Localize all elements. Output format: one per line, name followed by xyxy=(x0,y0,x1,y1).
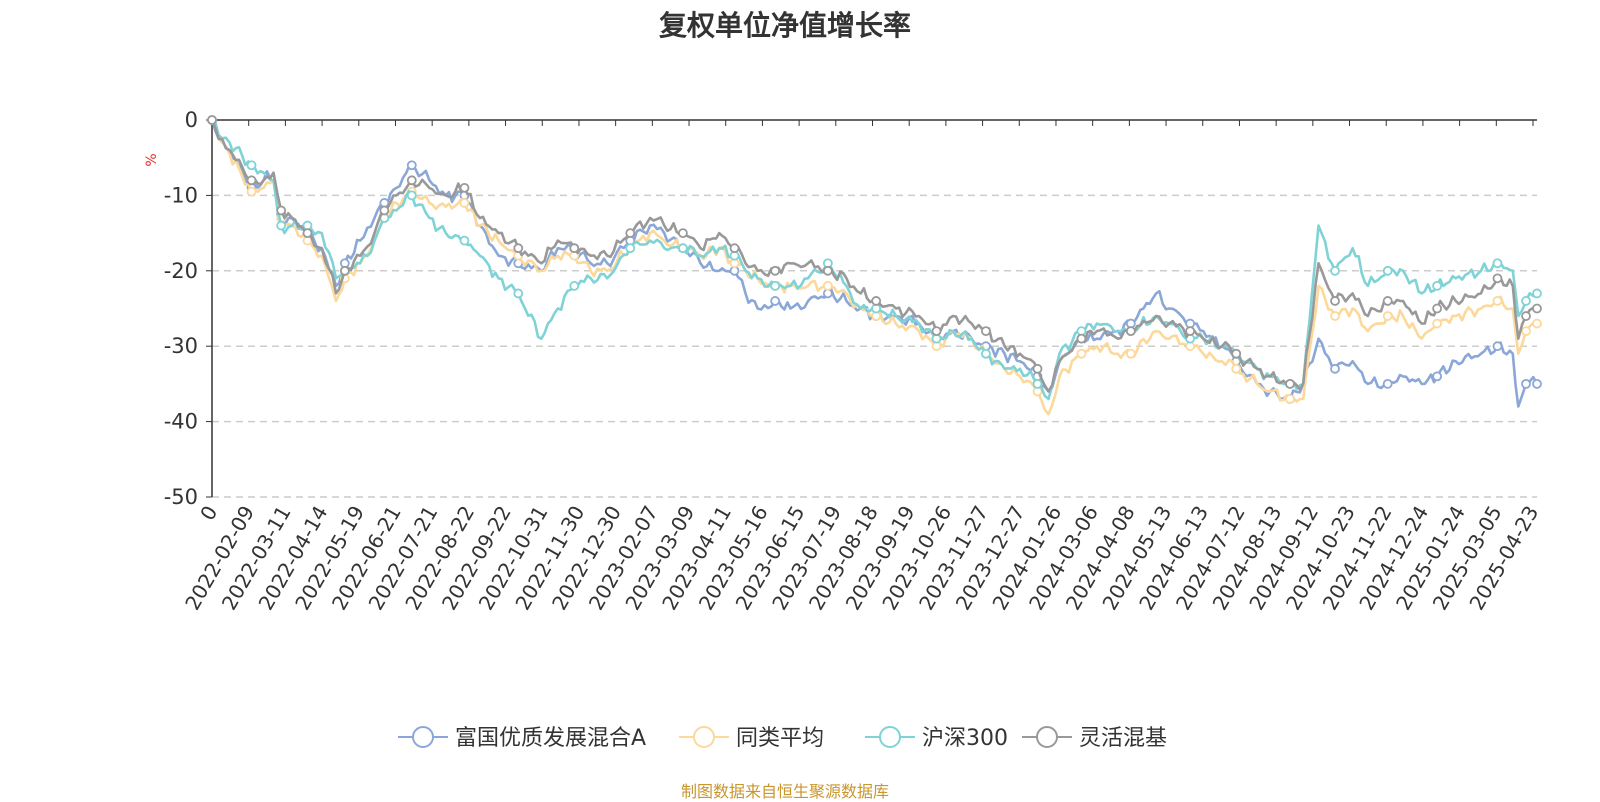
data-point xyxy=(770,296,781,306)
data-point xyxy=(625,228,636,239)
y-axis-label: % xyxy=(144,153,160,166)
data-point xyxy=(513,288,524,299)
data-point xyxy=(770,265,781,276)
data-point xyxy=(406,160,417,171)
data-point xyxy=(1382,378,1393,389)
data-point xyxy=(981,348,991,359)
y-tick-label: -40 xyxy=(164,410,198,434)
data-point xyxy=(871,296,882,306)
y-tick-label: -30 xyxy=(164,334,198,358)
data-point xyxy=(1492,296,1503,306)
data-point xyxy=(822,265,833,276)
data-point xyxy=(1032,363,1043,374)
data-point xyxy=(207,115,217,125)
data-point xyxy=(569,280,580,291)
data-point xyxy=(246,175,257,186)
data-point xyxy=(1432,303,1443,314)
data-point xyxy=(1492,258,1503,269)
data-point xyxy=(1330,265,1340,276)
legend-circle-marker xyxy=(693,726,715,748)
data-point xyxy=(1432,318,1443,329)
y-tick-label: -50 xyxy=(164,485,198,509)
data-point xyxy=(1521,296,1531,306)
data-point xyxy=(678,243,688,254)
legend-label: 沪深300 xyxy=(922,726,1008,751)
data-point xyxy=(459,235,470,246)
data-point xyxy=(1432,371,1443,382)
data-point xyxy=(1076,333,1087,344)
data-point xyxy=(513,243,524,254)
y-tick-label: 0 xyxy=(185,108,198,132)
legend-circle-marker xyxy=(412,726,434,748)
data-point xyxy=(246,160,257,171)
data-point xyxy=(729,243,740,254)
data-point xyxy=(1231,348,1242,359)
y-tick-label: -10 xyxy=(164,183,198,207)
data-point xyxy=(1532,303,1542,314)
data-point xyxy=(1492,341,1503,352)
data-point xyxy=(1532,378,1542,389)
data-point xyxy=(678,228,688,239)
data-point xyxy=(1532,288,1542,299)
legend: 富国优质发展混合A 同类平均 沪深300 灵活混基 xyxy=(398,726,1167,751)
x-tick-label: 0 xyxy=(195,502,222,525)
data-point xyxy=(276,205,287,216)
data-point xyxy=(1330,296,1340,306)
grid-lines xyxy=(212,194,1537,498)
data-point xyxy=(822,280,833,291)
chart-title: 复权单位净值增长率 xyxy=(658,9,911,42)
data-point xyxy=(1330,363,1340,374)
data-point xyxy=(406,175,417,186)
data-point xyxy=(1185,326,1196,337)
data-point xyxy=(1521,326,1531,337)
data-point xyxy=(1521,378,1531,389)
data-point xyxy=(770,280,781,291)
legend-item[interactable]: 沪深300 xyxy=(865,726,1008,751)
data-point xyxy=(931,326,942,337)
y-tick-label: -20 xyxy=(164,259,198,283)
data-point xyxy=(1032,378,1043,389)
data-point xyxy=(1382,265,1393,276)
legend-label: 富国优质发展混合A xyxy=(455,726,646,751)
source-note: 制图数据来自恒生聚源数据库 xyxy=(680,782,889,801)
legend-label: 同类平均 xyxy=(736,726,824,751)
data-point xyxy=(1382,296,1393,306)
legend-item[interactable]: 同类平均 xyxy=(679,726,824,751)
legend-circle-marker xyxy=(1036,726,1058,748)
series-lines xyxy=(207,115,1542,416)
data-point xyxy=(1125,348,1136,359)
data-point xyxy=(1492,273,1503,284)
legend-item[interactable]: 富国优质发展混合A xyxy=(398,726,646,751)
data-point xyxy=(1285,378,1295,389)
data-point xyxy=(246,186,257,197)
data-point xyxy=(406,190,417,201)
series-4 xyxy=(207,115,1542,393)
data-point xyxy=(625,243,636,254)
data-point xyxy=(379,205,390,216)
data-point xyxy=(981,326,991,337)
data-point xyxy=(1432,280,1443,291)
legend-circle-marker xyxy=(879,726,901,748)
data-point xyxy=(339,265,350,276)
legend-item[interactable]: 灵活混基 xyxy=(1022,726,1167,751)
legend-label: 灵活混基 xyxy=(1079,726,1167,751)
data-point xyxy=(1330,311,1340,321)
data-point xyxy=(1076,348,1087,359)
data-point xyxy=(459,198,470,208)
series-3 xyxy=(207,115,1542,401)
axes: 0-10-20-30-40-5002022-02-092022-03-11202… xyxy=(164,108,1544,614)
data-point xyxy=(1285,394,1295,404)
data-point xyxy=(1521,311,1531,321)
data-point xyxy=(302,228,313,239)
data-point xyxy=(459,182,470,193)
data-point xyxy=(1382,311,1393,321)
data-point xyxy=(1231,363,1242,374)
data-point xyxy=(1532,318,1542,329)
data-point xyxy=(569,243,580,254)
data-point xyxy=(276,220,287,231)
data-point xyxy=(1125,326,1136,337)
series-2 xyxy=(207,115,1542,416)
